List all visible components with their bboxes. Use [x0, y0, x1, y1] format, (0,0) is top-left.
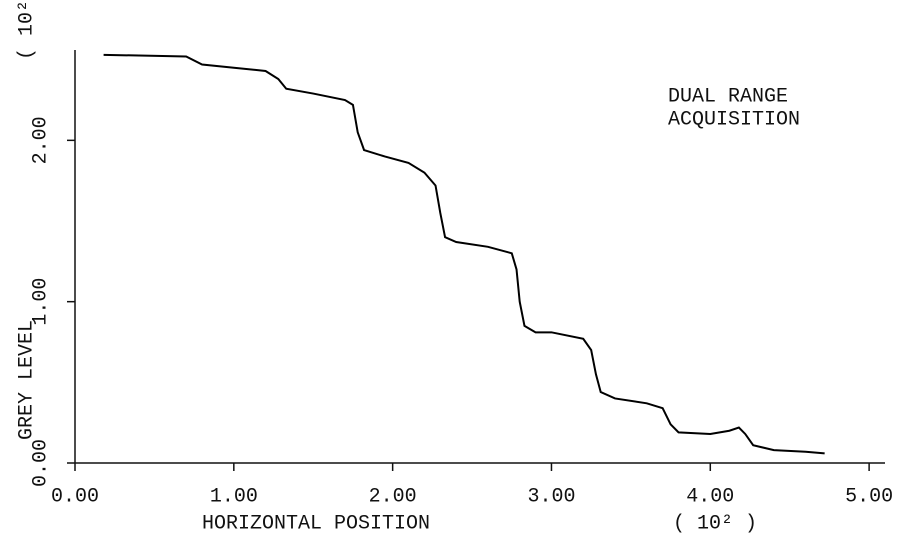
x-axis-label: HORIZONTAL POSITION — [202, 512, 430, 535]
x-tick-label: 3.00 — [527, 485, 575, 508]
data-line — [103, 53, 825, 455]
y-axis-unit: ( 10² — [15, 0, 38, 60]
x-tick-label: 2.00 — [369, 485, 417, 508]
annotation: ACQUISITION — [668, 108, 800, 131]
y-tick-label: 2.00 — [29, 116, 52, 164]
x-axis-unit: ( 10² ) — [673, 512, 757, 535]
x-tick-label: 4.00 — [686, 485, 734, 508]
annotation: DUAL RANGE — [668, 85, 788, 108]
y-axis-label: GREY LEVEL — [15, 320, 38, 440]
x-tick-label: 1.00 — [210, 485, 258, 508]
x-tick-label: 0.00 — [51, 485, 99, 508]
x-tick-label: 5.00 — [845, 485, 893, 508]
y-tick-label: 0.00 — [29, 439, 52, 487]
y-tick-label: 1.00 — [29, 278, 52, 326]
